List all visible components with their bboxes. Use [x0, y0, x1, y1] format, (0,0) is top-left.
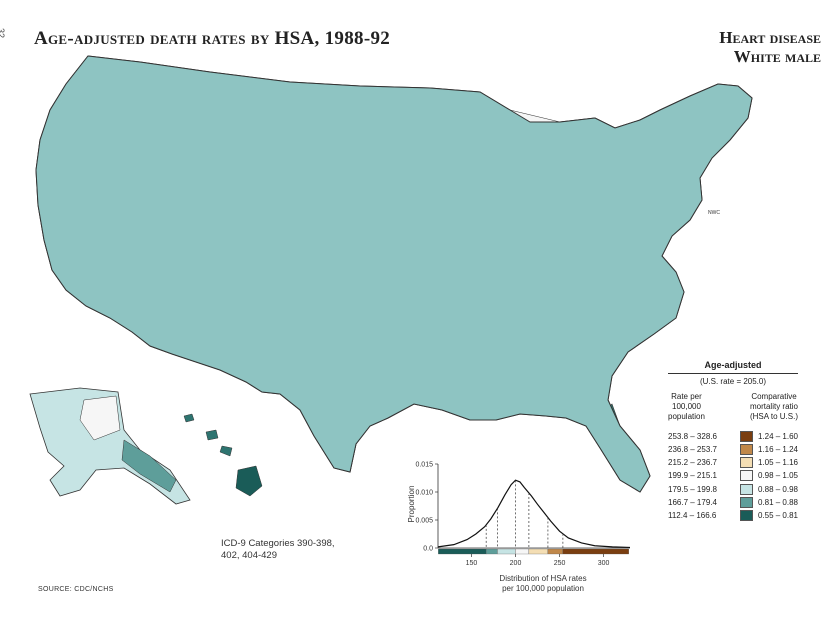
topic-label: Heart disease White male [719, 28, 821, 66]
legend-row: 215.2 – 236.7 1.05 – 1.16 [668, 456, 798, 469]
legend-swatch [739, 496, 753, 508]
chart-color-segment [562, 548, 629, 555]
icd-line: 402, 404-429 [221, 550, 277, 561]
legend-ratio-header-line: (HSA to U.S.) [749, 412, 798, 421]
chart-color-segment [515, 548, 529, 555]
legend-swatch [739, 457, 753, 469]
topic-population: White male [733, 47, 821, 66]
chart-y-tick-label: 0.005 [415, 518, 433, 525]
alaska-map [29, 387, 191, 505]
legend-ratio-range: 0.55 – 0.81 [757, 510, 799, 520]
chart-color-segment [528, 548, 548, 555]
legend-rate-range: 166.7 – 179.4 [668, 497, 717, 507]
legend-ratio-header: Comparative mortality ratio (HSA to U.S.… [750, 392, 798, 422]
chart-x-tick-label: 200 [510, 560, 522, 567]
legend-swatch [739, 509, 753, 521]
icd-categories: ICD-9 Categories 390-398, 402, 404-429 [221, 538, 371, 562]
legend-ratio-range: 1.16 – 1.24 [757, 444, 799, 454]
legend-rate-header-line: population [668, 412, 705, 421]
map-legend: Age-adjusted (U.S. rate = 205.0) Rate pe… [668, 360, 798, 522]
legend-rate-range: 199.9 – 215.1 [668, 471, 717, 481]
legend-title: Age-adjusted [668, 360, 798, 374]
legend-ratio-header-line: mortality ratio [749, 402, 798, 411]
chart-color-segment [486, 548, 498, 555]
topic-disease: Heart disease [719, 28, 821, 47]
legend-row: 112.4 – 166.6 0.55 – 0.81 [668, 509, 798, 522]
legend-row: 199.9 – 215.1 0.98 – 1.05 [668, 470, 798, 483]
legend-rate-range: 215.2 – 236.7 [668, 458, 717, 468]
legend-rate-range: 236.8 – 253.7 [668, 444, 717, 454]
source-note: SOURCE: CDC/NCHS [38, 586, 114, 593]
chart-ylabel: Proportion [408, 486, 416, 523]
legend-rows: 253.8 – 328.6 1.24 – 1.60 236.8 – 253.7 1.1… [668, 430, 798, 522]
legend-ratio-range: 0.88 – 0.98 [757, 484, 799, 494]
chart-xlabel-line2: per 100,000 population [502, 584, 584, 593]
legend-rate-header-line: Rate per [671, 392, 702, 401]
legend-row: 179.5 – 199.8 0.88 – 0.98 [668, 483, 798, 496]
nwc-label: NWC [708, 210, 720, 216]
chart-xlabel: Distribution of HSA rates per 100,000 po… [468, 574, 618, 594]
legend-us-rate: (U.S. rate = 205.0) [699, 377, 767, 386]
legend-swatch [739, 483, 753, 495]
chart-xlabel-line1: Distribution of HSA rates [499, 574, 587, 583]
legend-row: 166.7 – 179.4 0.81 – 0.88 [668, 496, 798, 509]
legend-swatch [739, 443, 753, 455]
legend-swatch [739, 430, 753, 442]
legend-ratio-range: 0.81 – 0.88 [757, 497, 799, 507]
legend-ratio-range: 0.98 – 1.05 [757, 471, 799, 481]
legend-swatch [739, 470, 753, 482]
chart-color-segment [547, 548, 563, 555]
chart-y-tick-label: 0.010 [415, 490, 433, 497]
legend-ratio-range: 1.24 – 1.60 [757, 431, 799, 441]
chart-x-tick-label: 250 [554, 560, 566, 567]
legend-ratio-range: 1.05 – 1.16 [757, 458, 799, 468]
legend-row: 253.8 – 328.6 1.24 – 1.60 [668, 430, 798, 443]
page-title: Age-adjusted death rates by HSA, 1988-92 [34, 28, 391, 49]
legend-row: 236.8 – 253.7 1.16 – 1.24 [668, 443, 798, 456]
legend-rate-header: Rate per 100,000 population [668, 392, 705, 422]
hawaii-map [183, 413, 263, 497]
legend-ratio-header-line: Comparative [751, 392, 797, 401]
legend-rate-header-line: 100,000 [672, 402, 701, 411]
chart-color-segment [497, 548, 516, 555]
legend-rate-range: 112.4 – 166.6 [668, 510, 717, 520]
chart-color-segment [438, 548, 487, 555]
chart-density-line [437, 479, 631, 549]
distribution-chart: Proportion 150 200 250 300 0.0 0.005 0.010 0.0… [408, 462, 631, 567]
chart-y-tick-label: 0.015 [415, 462, 433, 469]
legend-rate-range: 253.8 – 328.6 [668, 431, 717, 441]
icd-line: ICD-9 Categories 390-398, [221, 538, 335, 549]
legend-rate-range: 179.5 – 199.8 [668, 484, 717, 494]
chart-x-tick-label: 300 [598, 560, 610, 567]
chart-x-tick-label: 150 [466, 560, 478, 567]
chart-y-tick-label: 0.0 [423, 546, 433, 553]
